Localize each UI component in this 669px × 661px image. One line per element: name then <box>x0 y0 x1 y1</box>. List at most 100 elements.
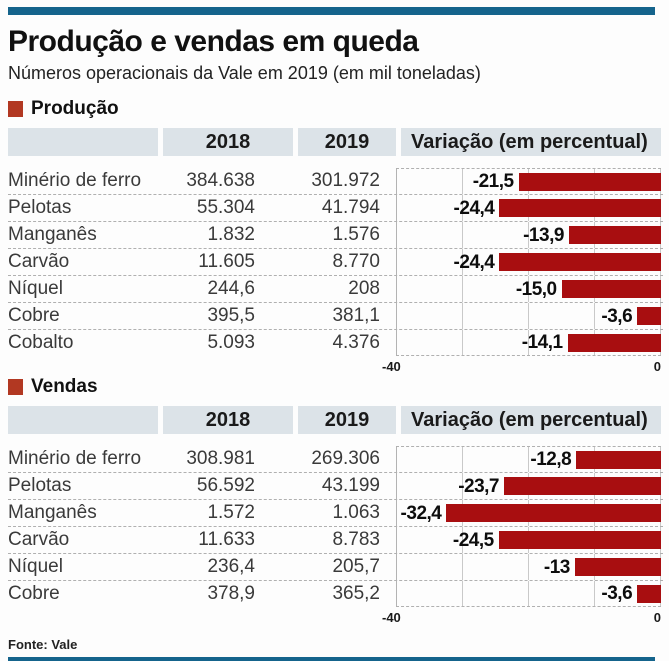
variation-chart-cell: -15,0 <box>396 276 661 302</box>
variation-chart-cell: -12,8 <box>396 446 661 472</box>
variation-bar <box>567 333 661 352</box>
row-label: Minério de ferro <box>8 448 142 469</box>
variation-bar <box>574 558 661 576</box>
table-row: Cobalto 5.093 4.376 -14,1 <box>8 330 663 357</box>
table-row: Manganês 1.572 1.063 -32,4 <box>8 500 663 527</box>
axis-max-label: 0 <box>653 359 661 374</box>
bar-value-label: -32,4 <box>400 502 442 524</box>
value-2019: 208 <box>348 278 380 299</box>
variation-bar <box>504 477 661 495</box>
variation-chart-cell: -32,4 <box>396 500 661 526</box>
value-2019: 1.063 <box>332 502 380 523</box>
variation-bar <box>637 584 661 603</box>
value-2018: 378,9 <box>207 583 255 604</box>
value-2019: 205,7 <box>332 556 380 577</box>
variation-bar <box>576 450 661 469</box>
row-label: Cobre <box>8 305 60 326</box>
value-2018: 56.592 <box>196 475 255 496</box>
section-title: Vendas <box>31 376 98 397</box>
variation-chart-cell: -23,7 <box>396 473 661 499</box>
bar-value-label: -3,6 <box>601 583 633 604</box>
value-2019: 8.783 <box>332 529 380 550</box>
value-2019: 269.306 <box>311 448 380 469</box>
value-2019: 8.770 <box>332 251 380 272</box>
bar-value-label: -13,9 <box>523 224 564 246</box>
axis-max-label: 0 <box>653 610 661 625</box>
bar-value-label: -24,5 <box>452 529 494 551</box>
red-square-bullet-icon <box>8 379 23 395</box>
value-2019: 301.972 <box>311 170 380 191</box>
table-row: Pelotas 55.304 41.794 -24,4 <box>8 195 663 222</box>
row-label: Manganês <box>8 502 97 523</box>
production-section: Produção 2018 2019 Variação (em percentu… <box>8 98 663 374</box>
bar-value-label: -21,5 <box>472 171 514 192</box>
bar-value-label: -12,8 <box>530 449 572 470</box>
variation-chart-cell: -21,5 <box>396 168 661 194</box>
header-empty-cell <box>8 406 158 434</box>
bottom-rule <box>8 657 655 661</box>
table-row: Minério de ferro 308.981 269.306 -12,8 <box>8 446 663 473</box>
value-2019: 1.576 <box>332 224 380 245</box>
value-2019: 41.794 <box>321 197 380 218</box>
table-row: Níquel 236,4 205,7 -13 <box>8 554 663 581</box>
value-2018: 308.981 <box>186 448 255 469</box>
bar-value-label: -24,4 <box>453 197 495 219</box>
row-label: Minério de ferro <box>8 170 142 191</box>
table-row: Carvão 11.633 8.783 -24,5 <box>8 527 663 554</box>
row-label: Cobre <box>8 583 60 604</box>
table-header: 2018 2019 Variação (em percentual) <box>8 128 663 156</box>
value-2018: 11.605 <box>198 251 255 272</box>
row-label: Pelotas <box>8 197 72 218</box>
header-2018: 2018 <box>158 406 293 434</box>
variation-chart-cell: -24,5 <box>396 527 661 553</box>
bar-value-label: -13 <box>543 556 570 578</box>
x-axis: -40 0 <box>8 357 663 374</box>
source-note: Fonte: Vale <box>8 637 78 652</box>
table-row: Minério de ferro 384.638 301.972 -21,5 <box>8 168 663 195</box>
value-2019: 4.376 <box>332 332 380 353</box>
row-label: Níquel <box>8 278 63 299</box>
header-2019: 2019 <box>293 128 396 156</box>
x-axis: -40 0 <box>8 608 663 625</box>
sales-section: Vendas 2018 2019 Variação (em percentual… <box>8 376 663 625</box>
variation-bar <box>499 199 661 217</box>
row-label: Pelotas <box>8 475 72 496</box>
row-label: Carvão <box>8 251 70 272</box>
value-2019: 43.199 <box>321 475 380 496</box>
bar-value-label: -15,0 <box>515 278 557 300</box>
axis-min-label: -40 <box>382 359 401 374</box>
table-row: Cobre 378,9 365,2 -3,6 <box>8 581 663 608</box>
table-row: Manganês 1.832 1.576 -13,9 <box>8 222 663 249</box>
value-2018: 244,6 <box>207 278 255 299</box>
variation-bar <box>568 226 661 244</box>
bar-value-label: -3,6 <box>601 305 633 327</box>
top-rule <box>8 7 655 15</box>
table-row: Pelotas 56.592 43.199 -23,7 <box>8 473 663 500</box>
value-2018: 1.832 <box>207 224 255 245</box>
bar-value-label: -23,7 <box>458 475 499 497</box>
value-2018: 5.093 <box>207 332 255 353</box>
row-label: Carvão <box>8 529 70 550</box>
variation-bar <box>446 504 661 522</box>
page-title: Produção e vendas em queda <box>8 25 419 58</box>
header-2019: 2019 <box>293 406 396 434</box>
page-subtitle: Números operacionais da Vale em 2019 (em… <box>8 63 481 83</box>
section-header-production: Produção <box>8 98 663 119</box>
value-2018: 55.304 <box>196 197 255 218</box>
table-row: Carvão 11.605 8.770 -24,4 <box>8 249 663 276</box>
variation-bar <box>561 280 661 298</box>
axis-min-label: -40 <box>382 610 401 625</box>
value-2018: 384.638 <box>186 170 255 191</box>
section-title: Produção <box>31 98 119 119</box>
header-variation: Variação (em percentual) <box>396 128 661 156</box>
variation-chart-cell: -13,9 <box>396 222 661 248</box>
bar-value-label: -14,1 <box>521 332 563 353</box>
header-empty-cell <box>8 128 158 156</box>
header-2018: 2018 <box>158 128 293 156</box>
variation-chart-cell: -3,6 <box>396 581 661 607</box>
variation-bar <box>637 307 661 325</box>
value-2019: 365,2 <box>332 583 380 604</box>
table-header: 2018 2019 Variação (em percentual) <box>8 406 663 434</box>
variation-bar <box>498 531 661 549</box>
